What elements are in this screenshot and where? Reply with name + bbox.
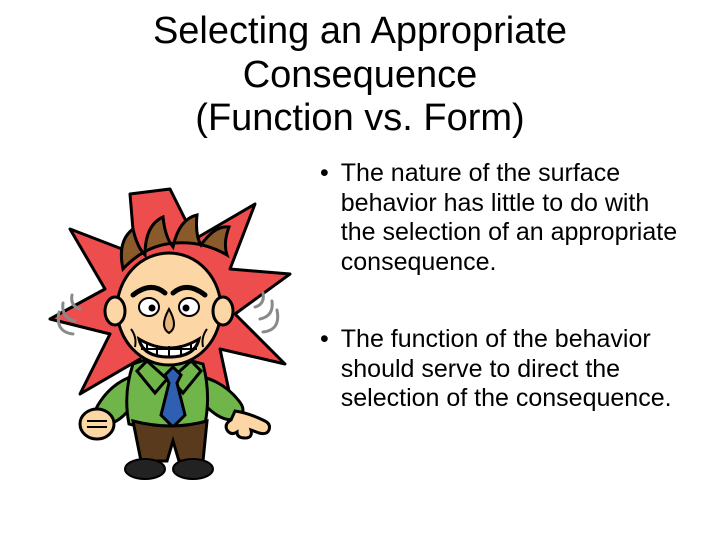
bullet-marker-icon: • [320, 159, 329, 277]
shoe-left [125, 459, 165, 479]
bullet-text: The nature of the surface behavior has l… [341, 159, 690, 277]
pants [133, 421, 207, 461]
list-item: • The function of the behavior should se… [320, 325, 690, 414]
title-line-1: Selecting an Appropriate Consequence (Fu… [153, 10, 567, 139]
content-row: • The nature of the surface behavior has… [0, 141, 720, 499]
list-item: • The nature of the surface behavior has… [320, 159, 690, 277]
tie [161, 367, 185, 427]
bullet-marker-icon: • [320, 325, 329, 414]
shoe-right [173, 459, 213, 479]
angry-man-illustration [30, 159, 310, 499]
bullet-list: • The nature of the surface behavior has… [310, 159, 690, 499]
page-title: Selecting an Appropriate Consequence (Fu… [0, 0, 720, 141]
bullet-text: The function of the behavior should serv… [341, 325, 690, 414]
smoke-right [255, 293, 278, 332]
angry-cartoon-man-icon [35, 159, 305, 499]
